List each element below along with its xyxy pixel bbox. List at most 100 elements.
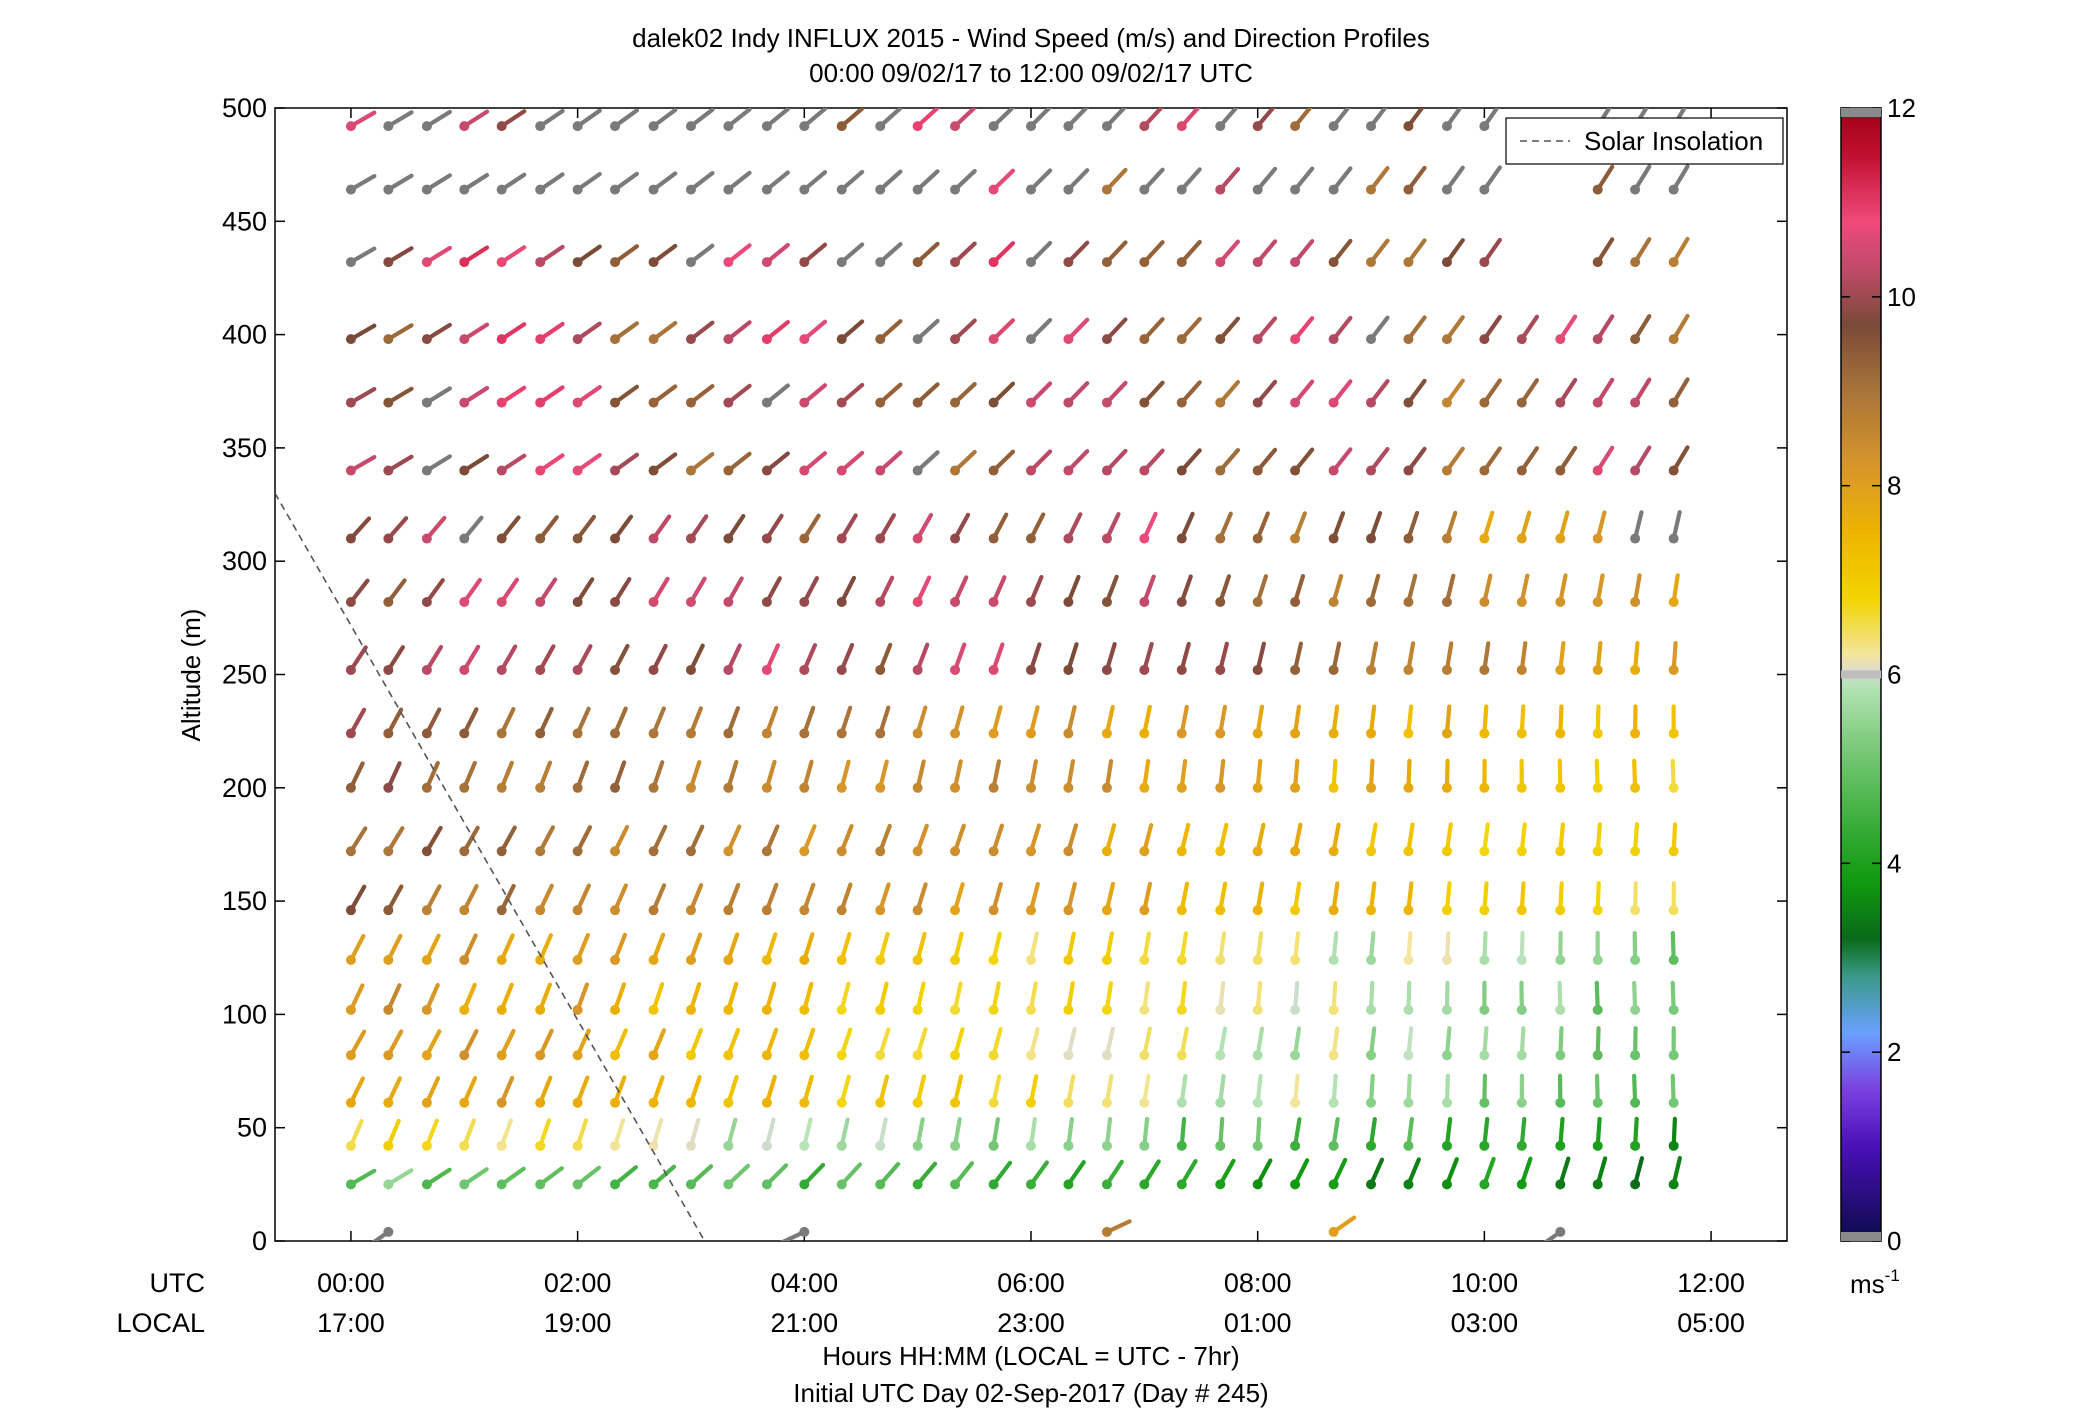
wind-barb-dot bbox=[950, 596, 961, 607]
wind-barb bbox=[1403, 315, 1427, 345]
wind-barb-dot bbox=[761, 397, 772, 408]
wind-barb bbox=[1290, 239, 1315, 268]
wind-barb bbox=[535, 706, 554, 739]
wind-barb bbox=[1555, 377, 1578, 408]
wind-barb-dot bbox=[459, 1179, 470, 1190]
wind-barb bbox=[345, 826, 368, 857]
wind-barb-dot bbox=[912, 1050, 923, 1061]
wind-barb bbox=[1555, 822, 1566, 857]
wind-barb bbox=[383, 933, 403, 966]
wind-barb-dot bbox=[496, 121, 507, 132]
wind-barb bbox=[1139, 981, 1151, 1015]
wind-barb bbox=[1441, 641, 1454, 675]
wind-barb-dot bbox=[1063, 465, 1074, 476]
wind-barb bbox=[988, 759, 1001, 793]
wind-barb bbox=[1516, 378, 1540, 408]
wind-barb-dot bbox=[572, 728, 583, 739]
wind-barb-dot bbox=[875, 1050, 886, 1061]
wind-barb-dot bbox=[1328, 1004, 1339, 1015]
wind-barb-dot bbox=[799, 1050, 810, 1061]
wind-barb bbox=[1215, 167, 1241, 195]
wind-barb bbox=[950, 882, 965, 916]
wind-barb-dot bbox=[1101, 728, 1112, 739]
wind-barb bbox=[1176, 1116, 1187, 1151]
wind-barb-dot bbox=[685, 121, 696, 132]
wind-barb-dot bbox=[988, 334, 999, 345]
wind-barb-dot bbox=[1366, 257, 1377, 268]
wind-barb-dot bbox=[345, 257, 356, 268]
wind-barb bbox=[1290, 822, 1303, 857]
wind-barb-dot bbox=[535, 955, 546, 966]
wind-barb bbox=[1479, 641, 1491, 675]
wind-barb-dot bbox=[1366, 533, 1377, 544]
wind-barb bbox=[875, 642, 893, 675]
wind-barb-dot bbox=[1026, 846, 1036, 857]
wind-barb bbox=[1516, 980, 1527, 1015]
wind-barb-dot bbox=[1479, 596, 1490, 607]
wind-barb bbox=[572, 883, 591, 916]
wind-barb-dot bbox=[1668, 533, 1679, 544]
wind-barb-dot bbox=[421, 1050, 432, 1061]
wind-barb bbox=[572, 1118, 589, 1151]
wind-barb bbox=[685, 883, 704, 916]
wind-barb-dot bbox=[1555, 1050, 1566, 1061]
wind-barb bbox=[1176, 239, 1202, 268]
wind-barb-dot bbox=[1479, 121, 1490, 132]
wind-barb-dot bbox=[459, 1004, 470, 1015]
wind-barb bbox=[459, 1118, 476, 1151]
wind-barb-dot bbox=[345, 1004, 356, 1015]
wind-barb bbox=[1290, 511, 1307, 544]
wind-barb-dot bbox=[1366, 782, 1377, 793]
wind-barb-dot bbox=[1555, 955, 1566, 966]
x-row-label-local: LOCAL bbox=[116, 1308, 205, 1338]
wind-barb-dot bbox=[535, 1140, 546, 1151]
wind-barb-dot bbox=[799, 397, 810, 408]
wind-barb bbox=[610, 452, 640, 476]
wind-barb bbox=[988, 981, 1001, 1015]
wind-barb-dot bbox=[950, 905, 961, 916]
wind-barb bbox=[610, 576, 632, 607]
wind-barb bbox=[383, 110, 414, 132]
wind-barb-dot bbox=[875, 596, 886, 607]
wind-barb bbox=[1441, 1116, 1453, 1151]
wind-barb-dot bbox=[610, 334, 621, 345]
wind-barb bbox=[836, 642, 855, 675]
wind-barb-dot bbox=[1215, 184, 1226, 195]
wind-barb bbox=[610, 824, 630, 857]
wind-barb-dot bbox=[1479, 728, 1490, 739]
wind-barb-dot bbox=[1252, 397, 1263, 408]
wind-barb-dot bbox=[1176, 533, 1187, 544]
wind-barb-dot bbox=[761, 533, 772, 544]
wind-barb bbox=[1403, 881, 1414, 916]
wind-barb bbox=[421, 1076, 441, 1108]
wind-barb-dot bbox=[1441, 1179, 1452, 1190]
wind-barb-dot bbox=[988, 1097, 999, 1108]
wind-barb-dot bbox=[383, 257, 394, 268]
wind-barb-dot bbox=[761, 846, 772, 857]
wind-barb bbox=[496, 644, 518, 675]
wind-barb bbox=[1668, 822, 1679, 857]
wind-barb bbox=[1479, 108, 1500, 132]
wind-barb-dot bbox=[912, 184, 923, 195]
wind-barb bbox=[761, 882, 779, 916]
wind-barb-dot bbox=[1479, 905, 1490, 916]
wind-barb bbox=[836, 1162, 863, 1190]
wind-barb bbox=[1026, 108, 1052, 132]
wind-barb bbox=[988, 705, 1003, 739]
wind-barb-dot bbox=[1668, 728, 1679, 739]
y-tick-label: 0 bbox=[252, 1226, 267, 1256]
wind-barb-dot bbox=[1290, 533, 1301, 544]
wind-barb bbox=[1101, 108, 1127, 132]
wind-barb bbox=[1441, 446, 1465, 476]
wind-barb bbox=[610, 171, 640, 195]
wind-barb bbox=[1403, 1073, 1414, 1108]
wind-barb bbox=[1630, 1073, 1641, 1108]
wind-barb bbox=[1101, 931, 1115, 966]
wind-barb-dot bbox=[1063, 664, 1074, 675]
wind-barb-dot bbox=[1403, 121, 1414, 132]
wind-barb-dot bbox=[1063, 1050, 1074, 1061]
wind-barb bbox=[1026, 168, 1053, 195]
wind-barb-dot bbox=[1063, 334, 1074, 345]
wind-barb-dot bbox=[685, 1004, 696, 1015]
wind-barb bbox=[723, 882, 741, 916]
